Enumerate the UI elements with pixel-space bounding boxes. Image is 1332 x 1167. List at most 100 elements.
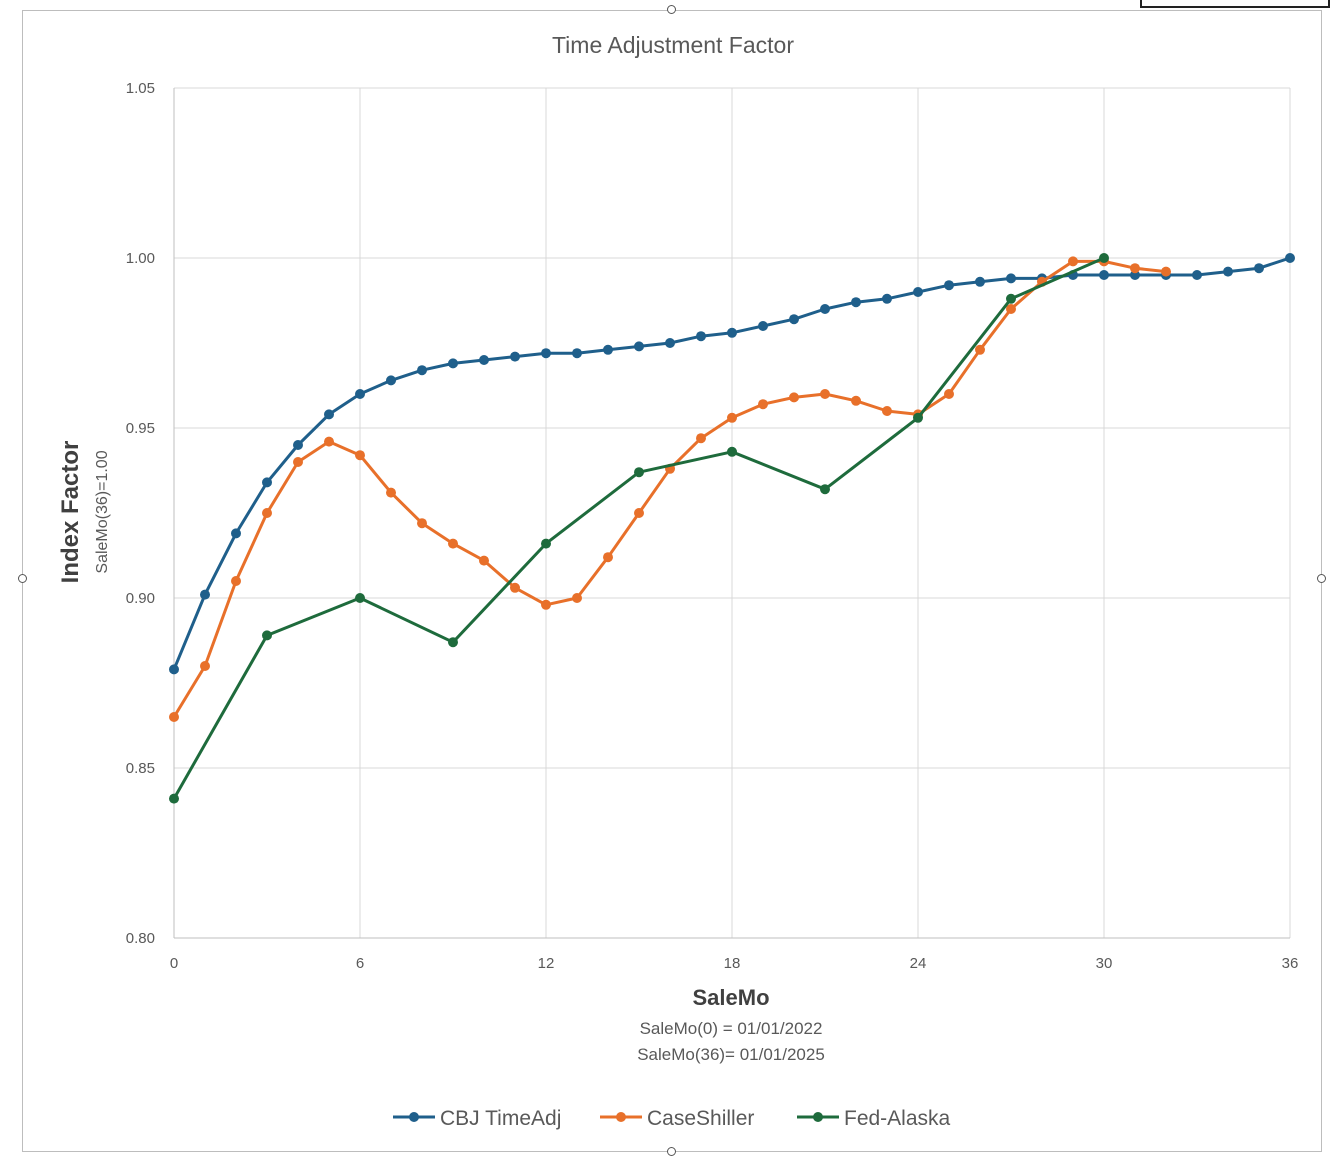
series-0: [169, 253, 1295, 675]
x-tick-label: 12: [538, 955, 555, 972]
data-point: [417, 365, 427, 376]
data-point: [169, 793, 179, 804]
legend-label: CaseShiller: [647, 1107, 754, 1130]
data-point: [727, 446, 737, 457]
y-tick-label: 1.05: [126, 80, 155, 97]
data-point: [386, 375, 396, 386]
x-tick-label: 0: [170, 955, 178, 972]
data-point: [510, 351, 520, 362]
resize-handle-top[interactable]: [667, 5, 676, 14]
data-point: [1192, 270, 1202, 280]
data-point: [820, 484, 830, 495]
data-point: [479, 555, 489, 566]
data-point: [541, 348, 551, 359]
data-point: [293, 440, 303, 450]
data-point: [851, 297, 861, 308]
y-tick-labels: 0.80 0.85 0.90 0.95 1.00 1.05: [126, 80, 155, 947]
data-point: [758, 321, 768, 331]
selection-box-fragment: [1140, 0, 1330, 8]
legend-item: CBJ TimeAdj: [393, 1107, 561, 1130]
data-point: [820, 304, 830, 314]
data-point: [1254, 263, 1264, 274]
data-point: [727, 412, 737, 423]
y-tick-label: 0.95: [126, 420, 155, 437]
legend-item: CaseShiller: [600, 1107, 754, 1130]
data-point: [200, 661, 210, 671]
data-point: [913, 412, 923, 423]
data-point: [417, 518, 427, 529]
x-axis-note-start: SaleMo(0) = 01/01/2022: [640, 1019, 823, 1038]
data-point: [1099, 270, 1109, 280]
data-point: [541, 538, 551, 549]
y-tick-label: 1.00: [126, 250, 155, 267]
data-point: [975, 276, 985, 287]
series-2: [169, 253, 1109, 804]
data-point: [820, 389, 830, 399]
data-point: [603, 344, 613, 355]
data-point: [448, 358, 458, 369]
legend-marker: [813, 1112, 823, 1122]
data-point: [913, 287, 923, 297]
legend-item: Fed-Alaska: [797, 1107, 951, 1130]
data-point: [975, 344, 985, 355]
x-tick-label: 36: [1282, 955, 1299, 972]
y-axis-label: Index Factor: [57, 441, 84, 584]
data-point: [944, 389, 954, 399]
x-tick-label: 30: [1096, 955, 1113, 972]
data-point: [696, 433, 706, 444]
data-point: [231, 576, 241, 586]
data-point: [1068, 256, 1078, 267]
data-point: [1161, 266, 1171, 277]
data-point: [944, 280, 954, 291]
data-point: [231, 528, 241, 539]
x-tick-label: 24: [910, 955, 927, 972]
data-point: [169, 664, 179, 675]
data-point: [262, 508, 272, 518]
data-point: [293, 457, 303, 467]
data-point: [1285, 253, 1295, 263]
data-point: [882, 406, 892, 416]
data-point: [1006, 304, 1016, 314]
data-point: [448, 538, 458, 549]
data-point: [355, 389, 365, 399]
data-point: [448, 637, 458, 648]
x-axis-label: SaleMo: [692, 985, 769, 1010]
data-point: [634, 467, 644, 478]
data-point: [634, 508, 644, 518]
legend: CBJ TimeAdj CaseShiller Fed-Alaska: [393, 1107, 951, 1130]
legend-marker: [616, 1112, 626, 1122]
data-point: [603, 552, 613, 563]
data-point: [262, 477, 272, 488]
data-point: [572, 593, 582, 603]
data-point: [169, 712, 179, 722]
data-point: [355, 450, 365, 461]
data-point: [696, 331, 706, 342]
y-tick-label: 0.90: [126, 590, 155, 607]
data-point: [1006, 273, 1016, 284]
data-point: [510, 582, 520, 593]
resize-handle-left[interactable]: [18, 574, 27, 583]
data-point: [324, 436, 334, 447]
data-point: [355, 593, 365, 603]
data-point: [324, 409, 334, 420]
data-point: [634, 341, 644, 352]
data-point: [727, 327, 737, 338]
data-point: [1099, 253, 1109, 263]
data-point: [1130, 263, 1140, 274]
y-axis-sublabel: SaleMo(36)=1.00: [94, 450, 111, 573]
resize-handle-bottom[interactable]: [667, 1147, 676, 1156]
chart-title: Time Adjustment Factor: [552, 32, 794, 58]
legend-marker: [409, 1112, 419, 1122]
x-tick-label: 6: [356, 955, 364, 972]
data-point: [572, 348, 582, 359]
x-tick-labels: 0 6 12 18 24 30 36: [170, 955, 1299, 972]
data-point: [758, 399, 768, 410]
y-tick-label: 0.85: [126, 760, 155, 777]
gridlines: [173, 87, 1291, 939]
data-point: [386, 487, 396, 498]
data-point: [479, 355, 489, 365]
resize-handle-right[interactable]: [1317, 574, 1326, 583]
series-lines: [169, 253, 1295, 804]
data-point: [789, 392, 799, 403]
